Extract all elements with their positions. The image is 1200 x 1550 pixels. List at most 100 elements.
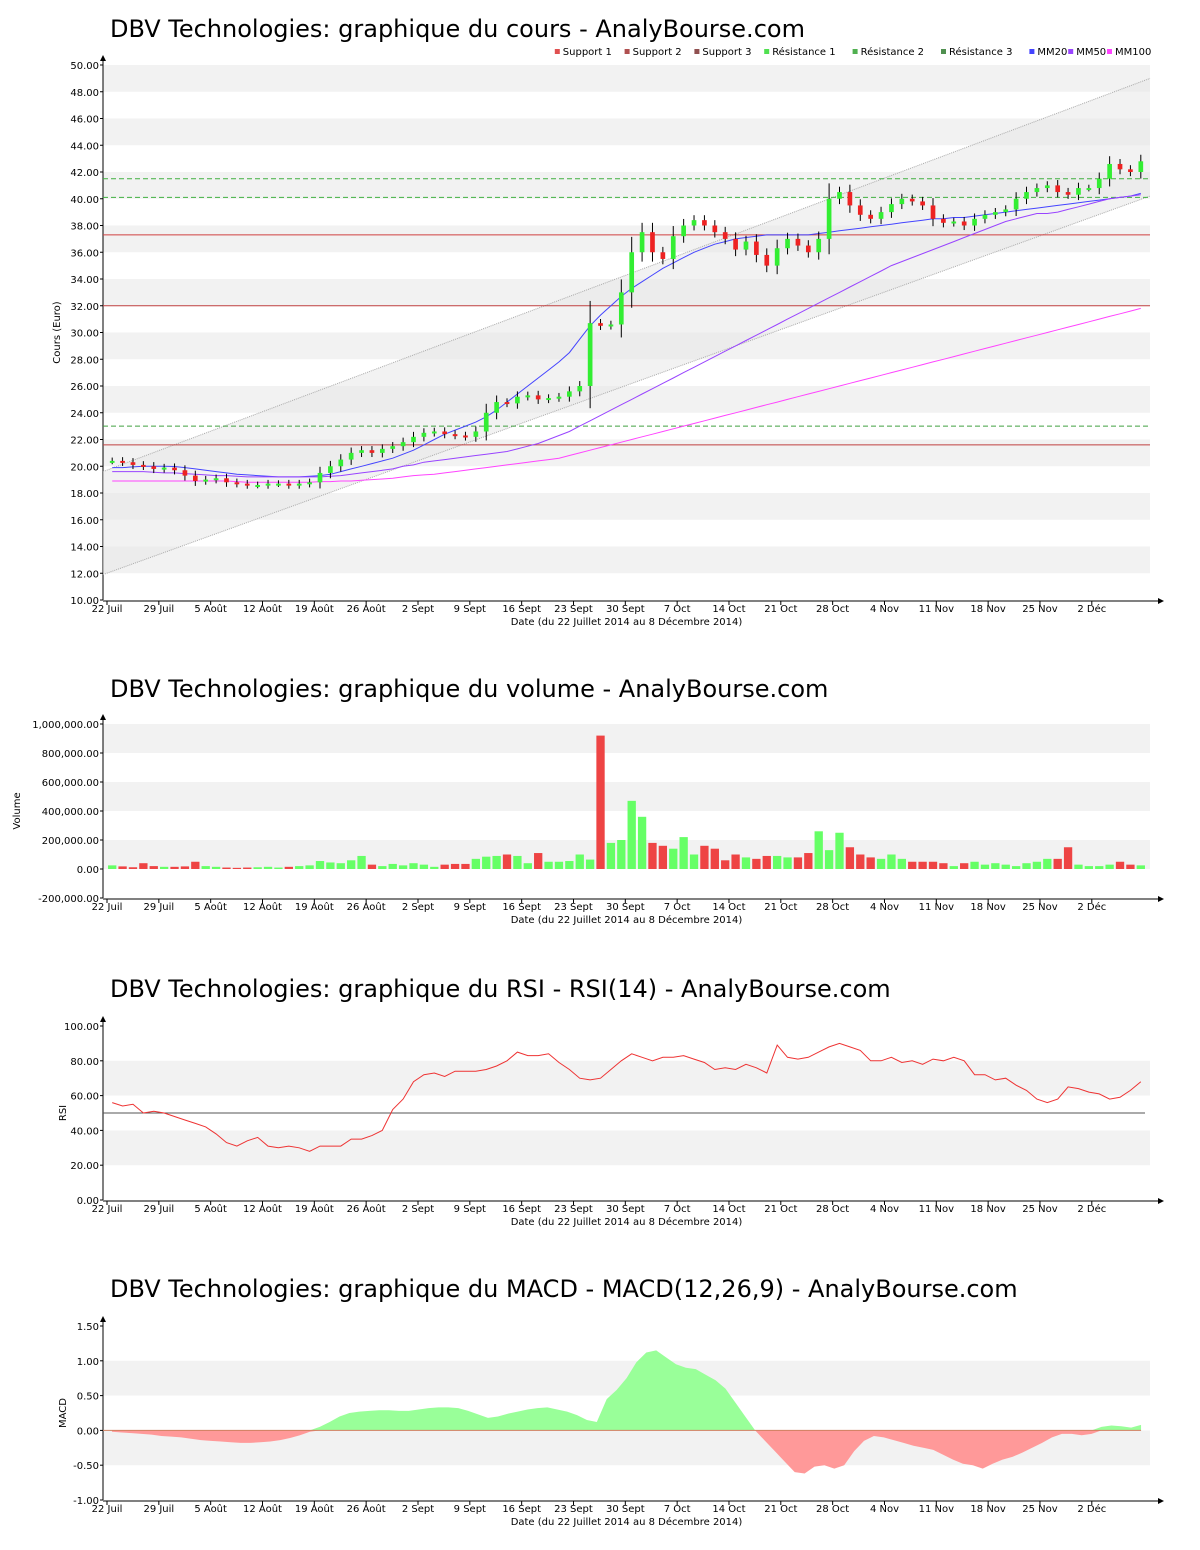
volume-bar — [378, 866, 387, 869]
volume-bar — [295, 866, 304, 869]
volume-bar — [824, 850, 834, 869]
grid-band — [103, 724, 1150, 753]
candle-body — [826, 198, 832, 239]
candle-body — [577, 386, 583, 392]
x-tick-label: 7 Oct — [664, 1204, 691, 1215]
x-tick-label: 19 Août — [295, 1203, 334, 1215]
volume-bar — [554, 861, 564, 869]
candle-body — [629, 252, 635, 293]
x-tick-label: 16 Sept — [502, 1204, 541, 1215]
y-tick-label: 400,000.00 — [42, 807, 99, 818]
y-tick-label: 34.00 — [70, 275, 99, 286]
x-tick-label: 18 Nov — [970, 604, 1006, 615]
y-tick-label: 40.00 — [70, 1126, 99, 1137]
candle-body — [1044, 185, 1050, 189]
x-tick-label: 9 Sept — [454, 604, 486, 615]
y-axis-arrow — [100, 55, 106, 61]
volume-bar — [388, 863, 397, 869]
legend-item: Résistance 1 — [772, 46, 835, 58]
candle-body — [587, 323, 593, 386]
candle-body — [130, 462, 136, 465]
volume-bar — [960, 863, 969, 869]
volume-bar — [1126, 864, 1135, 869]
chart-panel-3: DBV Technologies: graphique du MACD - MA… — [58, 1275, 1164, 1528]
legend-item: Support 1 — [563, 47, 612, 58]
candle-body — [733, 238, 738, 250]
volume-bar — [191, 861, 200, 869]
volume-bar — [1022, 863, 1031, 869]
x-tick-label: 19 Août — [295, 1503, 334, 1515]
legend-swatch — [852, 49, 858, 54]
volume-bar — [679, 837, 688, 869]
volume-bar — [585, 859, 595, 869]
volume-bar — [461, 863, 470, 869]
x-tick-label: 21 Oct — [764, 604, 797, 615]
x-tick-label: 18 Nov — [970, 1204, 1006, 1215]
x-tick-label: 21 Oct — [764, 902, 797, 913]
trend-channel — [103, 78, 1150, 575]
x-tick-label: 19 Août — [295, 901, 334, 913]
y-tick-label: 14.00 — [70, 543, 99, 554]
candle-body — [515, 396, 520, 404]
chart-panel-1: DBV Technologies: graphique du volume - … — [12, 675, 1164, 926]
volume-bar — [326, 862, 335, 869]
y-axis-arrow — [100, 1016, 106, 1022]
x-tick-label: 4 Nov — [870, 604, 899, 615]
volume-bar — [1011, 866, 1021, 869]
volume-bar — [772, 855, 782, 869]
candle-body — [141, 464, 146, 467]
volume-bar — [637, 816, 647, 869]
x-tick-label: 4 Nov — [870, 1504, 899, 1515]
candle-body — [307, 482, 312, 485]
candle-body — [525, 395, 531, 398]
candle-body — [712, 225, 718, 233]
volume-bar — [502, 854, 512, 869]
candle-body — [338, 459, 344, 467]
x-tick-label: 11 Nov — [919, 902, 955, 913]
volume-bar — [741, 857, 751, 869]
x-tick-label: 23 Sept — [554, 1504, 593, 1515]
x-tick-label: 19 Août — [295, 603, 334, 615]
y-tick-label: 24.00 — [70, 409, 99, 420]
x-tick-label: 26 Août — [347, 1203, 386, 1215]
x-tick-label: 14 Oct — [712, 1204, 745, 1215]
volume-bar — [243, 867, 252, 869]
candle-body — [951, 221, 957, 224]
candle-body — [650, 232, 655, 253]
volume-bar — [367, 864, 377, 869]
volume-bar — [118, 866, 127, 869]
candle-body — [889, 204, 894, 213]
volume-bar — [980, 864, 990, 869]
x-tick-label: 9 Sept — [454, 1504, 486, 1515]
candle-body — [411, 436, 416, 443]
legend-swatch — [1029, 49, 1035, 54]
x-tick-label: 22 Juil — [92, 902, 123, 913]
candle-body — [608, 324, 614, 327]
grid-band — [103, 782, 1150, 811]
x-tick-label: 5 Août — [194, 901, 227, 913]
legend-item: Support 3 — [702, 47, 751, 58]
candle-body — [805, 245, 811, 253]
volume-bar — [180, 866, 190, 869]
volume-bar — [887, 854, 896, 869]
x-tick-label: 7 Oct — [664, 1504, 691, 1515]
volume-bar — [108, 865, 117, 869]
candle-body — [109, 460, 115, 463]
y-tick-label: 46.00 — [70, 115, 99, 126]
y-axis-label: RSI — [58, 1105, 69, 1121]
volume-bar — [814, 831, 823, 869]
grid-band — [103, 118, 1150, 146]
candle-body — [702, 220, 707, 226]
volume-bar — [565, 861, 574, 869]
volume-bar — [835, 832, 844, 869]
volume-bar — [315, 861, 325, 869]
y-axis-label: MACD — [58, 1398, 69, 1428]
volume-bar — [596, 735, 605, 869]
candle-body — [504, 402, 510, 405]
y-tick-label: 800,000.00 — [42, 749, 99, 760]
candle-body — [972, 218, 977, 226]
x-tick-label: 25 Nov — [1022, 1504, 1058, 1515]
y-tick-label: -1.00 — [73, 1496, 99, 1507]
x-tick-label: 30 Sept — [606, 1204, 645, 1215]
volume-bar — [918, 861, 927, 869]
